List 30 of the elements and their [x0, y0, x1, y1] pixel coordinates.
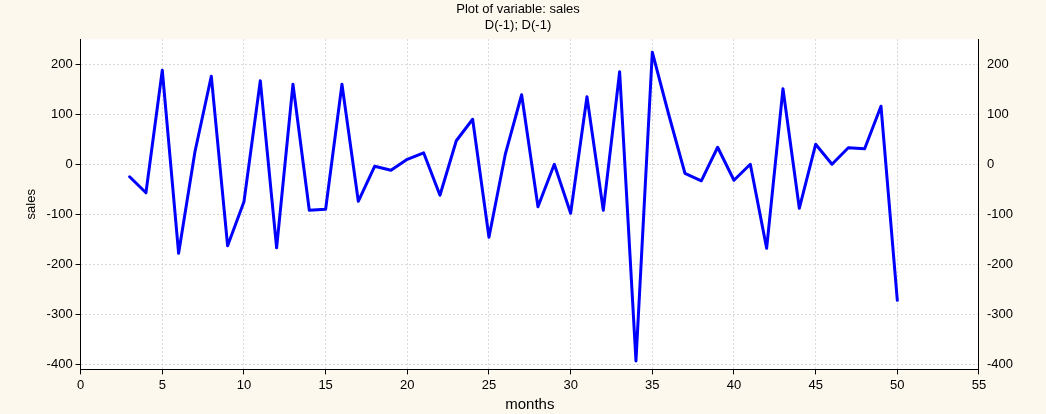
x-tick-label: 10	[236, 376, 252, 392]
y-tick-label: 200	[50, 55, 73, 71]
y-tick-label: -400	[46, 355, 73, 371]
y2-tick-label: -400	[986, 355, 1014, 371]
x-tick-label: 40	[726, 376, 742, 392]
y2-tick-label: -100	[986, 205, 1014, 221]
x-axis-title: months	[505, 395, 555, 413]
y2-tick-label: 200	[986, 55, 1009, 71]
y2-tick-label: -300	[986, 305, 1014, 321]
x-tick-label: 30	[563, 376, 578, 392]
x-tick-label: 25	[481, 376, 497, 392]
x-tick-label: 45	[808, 376, 823, 392]
y2-tick-label: 0	[986, 155, 995, 171]
y-tick-label: -200	[46, 255, 73, 271]
x-tick-label: 5	[158, 376, 166, 392]
y2-tick-label: 100	[986, 105, 1009, 121]
x-tick-label: 55	[971, 376, 987, 392]
x-tick-label: 35	[645, 376, 660, 392]
y-axis-title: sales	[23, 188, 39, 220]
x-tick-label: 0	[77, 376, 85, 392]
chart-subtitle: D(-1); D(-1)	[484, 16, 552, 32]
y2-tick-label: -200	[986, 255, 1014, 271]
y-tick-label: -300	[46, 305, 73, 321]
x-tick-label: 15	[318, 376, 333, 392]
x-tick-label: 50	[890, 376, 905, 392]
chart-title: Plot of variable: sales	[456, 1, 581, 17]
y-tick-label: 0	[65, 155, 73, 171]
x-tick-label: 20	[400, 376, 415, 392]
y-tick-label: 100	[50, 105, 73, 121]
y-tick-label: -100	[46, 205, 73, 221]
